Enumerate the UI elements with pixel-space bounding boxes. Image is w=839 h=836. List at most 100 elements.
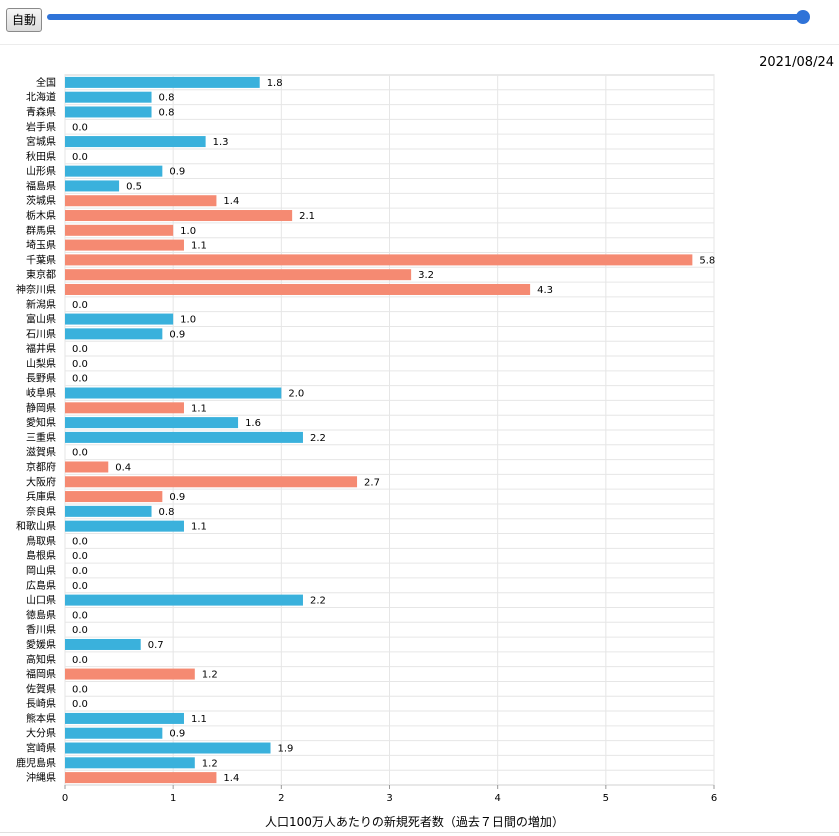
category-label: 群馬県 — [26, 224, 56, 237]
category-label: 奈良県 — [26, 505, 56, 518]
bar-埼玉県 — [65, 239, 184, 251]
value-label: 2.1 — [299, 211, 315, 222]
category-label: 東京都 — [26, 268, 56, 281]
auto-play-button[interactable]: 自動 — [6, 8, 43, 32]
bar-沖縄県 — [65, 772, 217, 784]
category-label: 広島県 — [26, 579, 56, 592]
category-label: 千葉県 — [26, 253, 56, 266]
bar-全国 — [65, 76, 260, 88]
value-label: 0.9 — [169, 729, 185, 740]
bar-栃木県 — [65, 210, 293, 222]
bar-東京都 — [65, 269, 412, 281]
bar-群馬県 — [65, 224, 174, 236]
category-label: 栃木県 — [26, 209, 56, 222]
value-label: 0.0 — [72, 344, 88, 355]
value-label: 1.2 — [202, 758, 218, 769]
bar-福島県 — [65, 180, 120, 192]
category-label: 大分県 — [26, 727, 56, 740]
bar-奈良県 — [65, 505, 152, 517]
date-slider-track[interactable] — [47, 14, 803, 20]
value-label: 0.0 — [72, 625, 88, 636]
category-label: 富山県 — [26, 313, 56, 326]
category-label: 青森県 — [26, 105, 56, 118]
x-axis-label: 人口100万人あたりの新規死者数（過去７日間の増加） — [265, 814, 564, 829]
category-label: 佐賀県 — [26, 683, 56, 695]
category-label: 山梨県 — [26, 357, 56, 370]
bottom-divider — [0, 832, 839, 833]
x-tick-label: 1 — [170, 793, 176, 804]
bar-神奈川県 — [65, 283, 531, 295]
category-label: 神奈川県 — [16, 283, 56, 296]
bar-山形県 — [65, 165, 163, 177]
x-tick-label: 2 — [278, 793, 284, 804]
value-label: 0.9 — [169, 492, 185, 503]
category-label: 鹿児島県 — [16, 756, 56, 769]
bar-青森県 — [65, 106, 152, 118]
header-divider — [0, 44, 839, 45]
category-label: 岡山県 — [26, 565, 56, 577]
value-label: 1.1 — [191, 714, 207, 725]
value-label: 0.8 — [159, 93, 175, 104]
category-label: 愛知県 — [26, 416, 56, 429]
bar-茨城県 — [65, 195, 217, 207]
value-label: 1.8 — [267, 78, 283, 89]
value-label: 0.7 — [148, 640, 164, 651]
value-label: 1.1 — [191, 522, 207, 533]
bar-愛知県 — [65, 417, 239, 429]
value-label: 0.0 — [72, 684, 88, 695]
bar-福岡県 — [65, 668, 195, 680]
x-tick-label: 5 — [603, 793, 609, 804]
category-label: 宮城県 — [26, 135, 56, 148]
bar-鹿児島県 — [65, 757, 195, 769]
value-label: 2.0 — [288, 389, 304, 400]
bar-石川県 — [65, 328, 163, 340]
bar-静岡県 — [65, 402, 184, 414]
bar-北海道 — [65, 91, 152, 103]
category-label: 北海道 — [26, 91, 56, 104]
value-label: 0.0 — [72, 551, 88, 562]
value-label: 0.0 — [72, 699, 88, 710]
value-label: 0.0 — [72, 374, 88, 385]
value-label: 0.8 — [159, 507, 175, 518]
value-label: 1.4 — [223, 773, 239, 784]
value-label: 1.6 — [245, 418, 261, 429]
bar-岐阜県 — [65, 387, 282, 399]
value-label: 0.8 — [159, 107, 175, 118]
category-label: 秋田県 — [26, 150, 56, 163]
category-label: 高知県 — [26, 653, 56, 666]
x-tick-label: 3 — [386, 793, 392, 804]
category-label: 三重県 — [26, 431, 56, 444]
category-label: 全国 — [36, 76, 56, 89]
value-label: 0.9 — [169, 167, 185, 178]
x-tick-label: 4 — [494, 793, 500, 804]
value-label: 1.2 — [202, 670, 218, 681]
value-label: 1.4 — [223, 196, 239, 207]
value-label: 0.0 — [72, 152, 88, 163]
category-label: 香川県 — [26, 624, 56, 636]
x-tick-label: 0 — [62, 793, 68, 804]
bar-和歌山県 — [65, 520, 184, 532]
value-label: 4.3 — [537, 285, 553, 296]
value-label: 0.0 — [72, 300, 88, 311]
category-label: 愛媛県 — [26, 638, 56, 651]
category-label: 兵庫県 — [26, 490, 56, 503]
category-label: 福井県 — [26, 342, 56, 355]
value-label: 2.2 — [310, 433, 326, 444]
bar-三重県 — [65, 431, 303, 443]
bar-富山県 — [65, 313, 174, 325]
bar-千葉県 — [65, 254, 693, 266]
bar-愛媛県 — [65, 638, 141, 650]
value-label: 5.8 — [699, 255, 715, 266]
category-label: 宮崎県 — [26, 742, 56, 755]
bar-大分県 — [65, 727, 163, 739]
bar-宮城県 — [65, 136, 206, 148]
date-slider-thumb[interactable] — [796, 10, 810, 24]
category-label: 和歌山県 — [16, 520, 56, 533]
category-label: 滋賀県 — [26, 446, 56, 459]
category-label: 長野県 — [26, 373, 56, 385]
category-label: 新潟県 — [26, 298, 56, 311]
bar-山口県 — [65, 594, 303, 606]
category-label: 徳島県 — [26, 608, 56, 621]
bar-宮崎県 — [65, 742, 271, 754]
